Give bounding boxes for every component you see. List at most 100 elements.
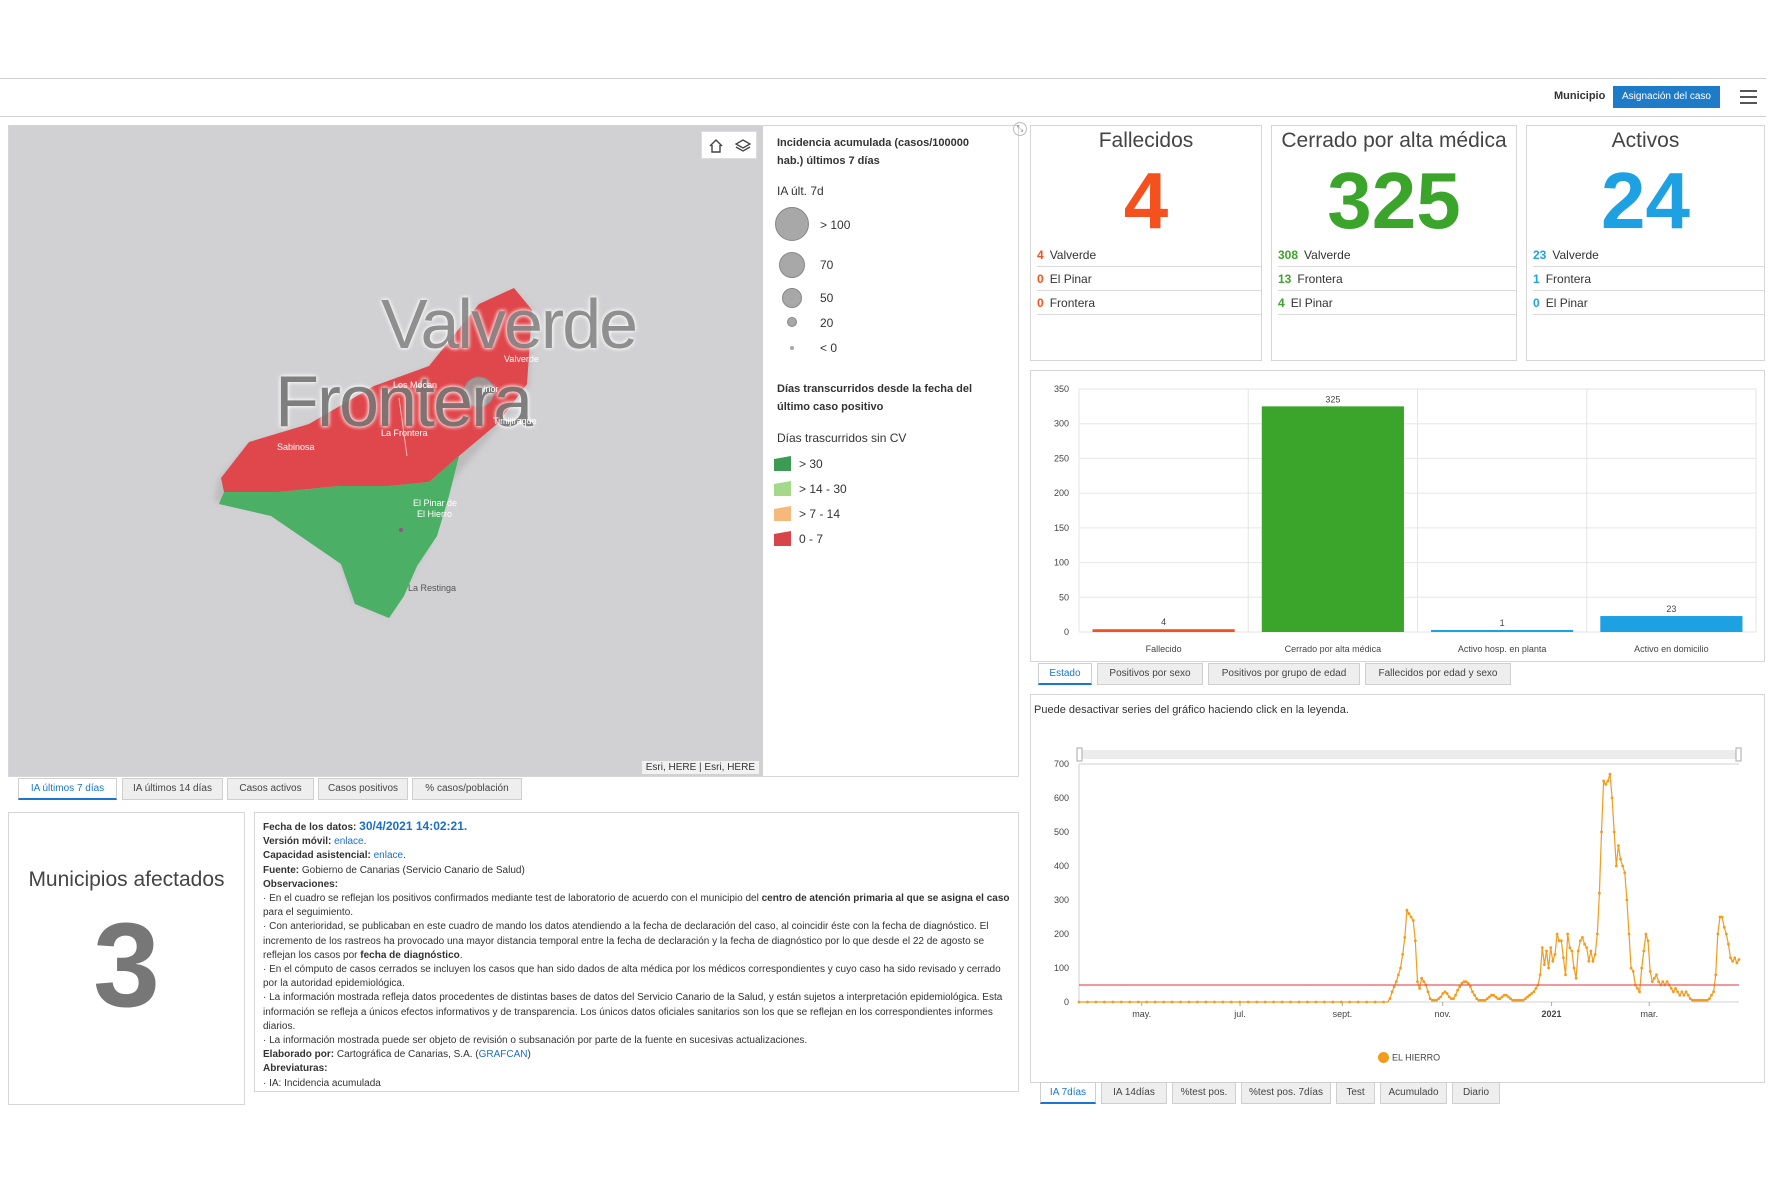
line-point	[1272, 1000, 1276, 1004]
line-point	[1507, 995, 1510, 999]
line-x-tick: 2021	[1542, 1009, 1562, 1019]
line-point	[1460, 981, 1464, 985]
capacidad-link[interactable]: enlace	[373, 850, 404, 862]
tab-acumulado[interactable]: Acumulado	[1380, 1082, 1447, 1104]
line-point	[1697, 998, 1701, 1002]
tab-test-pos-7dias[interactable]: %test pos. 7días	[1241, 1082, 1331, 1104]
line-point	[1496, 997, 1500, 1000]
line-point	[1714, 973, 1718, 977]
tab-estado[interactable]: Estado	[1038, 663, 1092, 685]
map-view[interactable]: Valverde Frontera Valverde Los Mocan íno…	[9, 126, 763, 776]
line-point	[1289, 1000, 1292, 1004]
legend-size-label: 20	[820, 316, 834, 330]
range-handle-right[interactable]	[1735, 747, 1742, 762]
map-label-frontera: La Frontera	[381, 428, 428, 438]
line-point	[1487, 995, 1491, 999]
assignment-button[interactable]: Asignación del caso	[1613, 86, 1720, 108]
line-point	[1737, 958, 1741, 961]
obs-1-bold: centro de atención primaria al que se as…	[761, 893, 1010, 905]
legend-size-20	[787, 317, 797, 327]
line-point	[1399, 966, 1402, 970]
bar[interactable]	[1092, 629, 1235, 632]
tab-fallecidos-edad-sexo[interactable]: Fallecidos por edad y sexo	[1365, 663, 1511, 685]
line-point	[1686, 993, 1690, 997]
line-point	[1413, 939, 1417, 943]
line-point	[1640, 966, 1644, 970]
line-x-tick: nov.	[1434, 1009, 1450, 1019]
tab-diario[interactable]: Diario	[1452, 1082, 1500, 1104]
line-point	[1638, 990, 1641, 994]
grafcan-link[interactable]: GRAFCAN	[478, 1049, 528, 1061]
movil-link[interactable]: enlace	[334, 836, 364, 848]
bar[interactable]	[1261, 406, 1404, 632]
line-point	[1672, 990, 1675, 994]
line-point	[1128, 1000, 1132, 1004]
legend-swatch-0-7	[774, 531, 791, 546]
tab-ia-7dias[interactable]: IA 7días	[1040, 1082, 1096, 1104]
tab-casos-positivos[interactable]: Casos positivos	[318, 778, 408, 800]
tab-casos-poblacion[interactable]: % casos/población	[412, 778, 522, 800]
line-point	[1545, 949, 1548, 953]
tab-test[interactable]: Test	[1336, 1082, 1375, 1104]
layers-icon[interactable]	[733, 136, 753, 156]
line-point	[1606, 779, 1610, 783]
capacidad-label: Capacidad asistencial:	[263, 850, 371, 862]
legend-size-title: IA últ. 7d	[777, 184, 824, 198]
fuente-value: Gobierno de Canarias (Servicio Canario d…	[301, 864, 525, 876]
line-point	[1566, 932, 1570, 936]
line-x-tick: jul.	[1233, 1009, 1246, 1019]
line-point	[1439, 995, 1443, 999]
line-legend-item[interactable]: EL HIERRO	[1378, 1052, 1440, 1064]
line-point	[1509, 997, 1512, 1000]
line-point	[1521, 998, 1525, 1002]
tab-ia-14-dias[interactable]: IA últimos 14 días	[122, 778, 223, 800]
tab-ia-7-dias[interactable]: IA últimos 7 días	[18, 778, 117, 800]
tab-positivos-edad[interactable]: Positivos por grupo de edad	[1208, 663, 1360, 685]
line-point	[1517, 998, 1521, 1002]
legend-size-100	[775, 207, 809, 241]
line-point	[1435, 998, 1438, 1002]
bar[interactable]	[1600, 616, 1743, 632]
line-point	[1504, 993, 1508, 997]
expand-icon[interactable]: ⤡	[1013, 122, 1027, 136]
tab-casos-activos[interactable]: Casos activos	[227, 778, 314, 800]
line-point	[1676, 990, 1680, 994]
line-point	[1623, 871, 1627, 875]
line-point	[1720, 915, 1724, 919]
line-chart-panel: Puede desactivar series del gráfico haci…	[1030, 694, 1765, 1083]
line-point	[1600, 830, 1603, 834]
line-point	[1585, 946, 1589, 949]
line-point	[1179, 1000, 1182, 1004]
tab-test-pos[interactable]: %test pos.	[1172, 1082, 1236, 1104]
line-point	[1551, 959, 1555, 963]
notes-content: Fecha de los datos: 30/4/2021 14:02:21. …	[263, 819, 1010, 1091]
line-point	[1466, 981, 1470, 985]
line-point	[1322, 1000, 1326, 1004]
tab-positivos-sexo[interactable]: Positivos por sexo	[1097, 663, 1203, 685]
range-navigator[interactable]	[1079, 750, 1739, 759]
fuente-label: Fuente:	[263, 864, 300, 876]
map-label-tinor: ínor	[483, 384, 499, 394]
line-y-tick: 0	[1064, 997, 1069, 1007]
bar-y-tick: 100	[1054, 558, 1069, 568]
line-point	[1348, 1000, 1352, 1004]
kpi-row: 1 Frontera	[1533, 267, 1764, 291]
line-point	[1407, 912, 1411, 915]
obs-2-bold: fecha de diagnóstico	[360, 949, 460, 961]
line-point	[1513, 998, 1517, 1002]
hamburger-menu-icon[interactable]	[1740, 88, 1757, 104]
line-point	[1445, 992, 1449, 995]
bar-value-label: 23	[1666, 604, 1676, 614]
line-y-tick: 400	[1054, 861, 1069, 871]
legend-size-label: < 0	[820, 341, 838, 355]
line-point	[1437, 997, 1441, 1000]
line-series[interactable]	[1079, 774, 1740, 1003]
line-point	[1549, 946, 1553, 949]
kpi-row: 23 Valverde	[1533, 243, 1764, 267]
line-point	[1111, 1000, 1115, 1004]
range-handle-left[interactable]	[1076, 747, 1083, 762]
home-icon[interactable]	[706, 136, 726, 156]
bar-chart: 0 50 100 150 200 250 300 350 4 Fallecido 325 Cerrad…	[1054, 384, 1757, 654]
tab-ia-14dias[interactable]: IA 14días	[1101, 1082, 1167, 1104]
bar[interactable]	[1431, 630, 1574, 632]
